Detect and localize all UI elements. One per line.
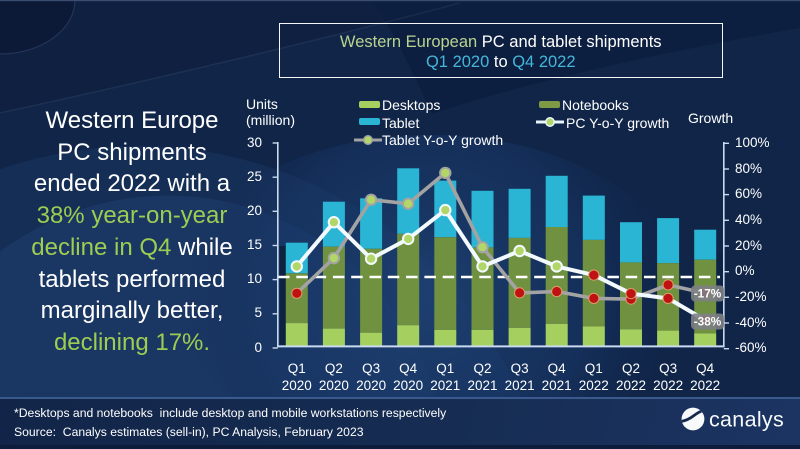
svg-text:canalys: canalys <box>709 408 784 432</box>
svg-text:-17%: -17% <box>694 287 722 301</box>
svg-text:-38%: -38% <box>694 315 722 329</box>
